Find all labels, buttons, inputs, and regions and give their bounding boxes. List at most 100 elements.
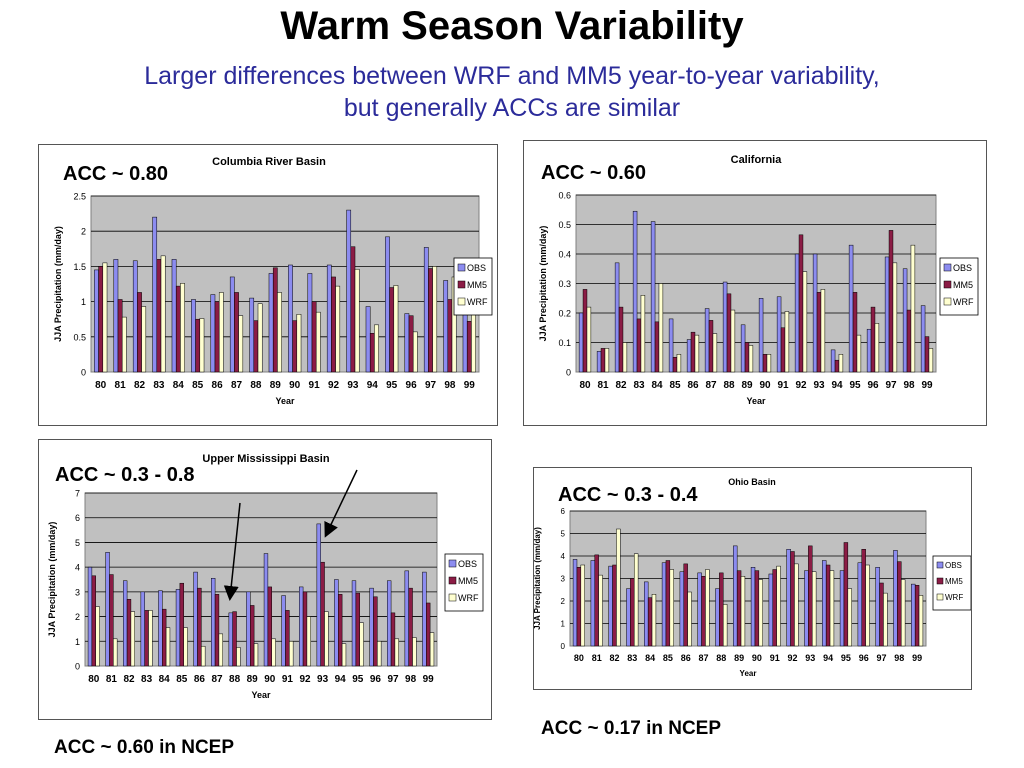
y-tick-label: 0.2 <box>558 309 571 319</box>
bar-wrf <box>784 311 790 373</box>
bar-wrf <box>829 570 835 647</box>
bar-mm5 <box>428 268 433 373</box>
y-tick-label: 4 <box>75 563 80 573</box>
y-tick-label: 0.1 <box>558 338 571 348</box>
bar-obs <box>786 549 791 647</box>
x-tick-label: 89 <box>734 653 744 663</box>
bar-wrf <box>811 571 817 647</box>
x-tick-label: 96 <box>859 653 869 663</box>
bar-obs <box>661 562 667 647</box>
bar-mm5 <box>582 289 588 373</box>
x-tick-label: 81 <box>115 380 127 391</box>
y-tick-label: 1 <box>561 620 566 629</box>
bar-mm5 <box>156 259 162 373</box>
x-tick-label: 83 <box>141 674 153 685</box>
bar-mm5 <box>798 234 804 373</box>
subtitle-line-2: but generally ACCs are similar <box>343 94 681 122</box>
x-tick-label: 99 <box>423 674 435 685</box>
x-tick-label: 97 <box>876 653 886 663</box>
bar-obs <box>722 281 728 373</box>
legend-swatch-wrf <box>936 593 944 601</box>
x-tick-label: 99 <box>464 380 476 391</box>
x-tick-label: 94 <box>831 380 843 391</box>
bar-wrf <box>586 306 592 373</box>
bar-wrf <box>651 594 657 647</box>
legend-swatch-wrf <box>448 593 457 602</box>
bar-obs <box>249 297 255 373</box>
chart-upper-mississippi: Upper Mississippi Basin 0 1 2 3 4 5 6 7 80 81 82 83 8… <box>47 453 484 700</box>
y-tick-label: 0 <box>75 662 80 672</box>
bar-mm5 <box>612 564 617 647</box>
acc-label-columbia: ACC ~ 0.80 <box>63 163 169 185</box>
bar-mm5 <box>109 574 114 667</box>
x-tick-label: 82 <box>123 674 135 685</box>
y-tick-label: 0.4 <box>558 250 571 260</box>
bar-wrf <box>633 553 639 647</box>
x-tick-label: 83 <box>627 653 637 663</box>
y-tick-label: 1 <box>81 297 86 307</box>
bar-mm5 <box>719 572 724 647</box>
bar-mm5 <box>808 545 813 647</box>
legend-swatch-mm5 <box>457 280 466 289</box>
bar-mm5 <box>408 315 414 373</box>
x-tick-label: 97 <box>425 380 437 391</box>
x-tick-label: 90 <box>264 674 276 685</box>
x-tick-label: 92 <box>299 674 311 685</box>
bar-wrf <box>471 313 476 373</box>
chart-columbia: Columbia River Basin 0 0.5 1 1.5 2 2.5 80 81 82 83… <box>53 156 493 406</box>
chart-title: Upper Mississippi Basin <box>202 453 329 465</box>
bar-wrf <box>289 641 294 667</box>
bar-obs <box>316 523 321 667</box>
y-tick-label: 1 <box>75 637 80 647</box>
bar-wrf <box>412 637 417 667</box>
x-tick-label: 80 <box>95 380 107 391</box>
bar-mm5 <box>879 582 884 647</box>
bar-obs <box>794 253 800 373</box>
x-tick-label: 95 <box>386 380 398 391</box>
legend-swatch-obs <box>936 561 944 569</box>
bar-mm5 <box>647 597 653 647</box>
bar-mm5 <box>654 321 660 373</box>
x-tick-label: 84 <box>651 380 663 391</box>
x-tick-label: 89 <box>741 380 753 391</box>
bar-mm5 <box>98 266 104 373</box>
bar-obs <box>346 209 352 373</box>
x-tick-label: 98 <box>894 653 904 663</box>
x-tick-label: 88 <box>716 653 726 663</box>
bar-obs <box>839 570 845 647</box>
bar-obs <box>210 294 216 373</box>
bar-obs <box>423 247 429 373</box>
y-tick-label: 4 <box>561 552 566 561</box>
bar-mm5 <box>117 299 123 373</box>
x-tick-label: 98 <box>903 380 915 391</box>
y-axis-label: JJA Precipitation (mm/day) <box>47 522 57 638</box>
bar-obs <box>697 572 702 647</box>
bar-mm5 <box>630 578 635 647</box>
bar-mm5 <box>701 576 706 647</box>
bar-wrf <box>856 334 862 373</box>
bar-mm5 <box>331 276 336 373</box>
x-tick-label: 87 <box>231 380 243 391</box>
bar-obs <box>715 588 720 647</box>
y-tick-label: 6 <box>75 513 80 523</box>
bar-obs <box>848 244 854 373</box>
bar-mm5 <box>914 585 920 647</box>
legend-label-obs: OBS <box>945 561 962 570</box>
bar-obs <box>288 264 293 373</box>
bar-wrf <box>604 348 610 373</box>
legend-swatch-mm5 <box>936 577 944 585</box>
bar-wrf <box>253 643 259 667</box>
bar-mm5 <box>825 564 831 647</box>
note-ncep-right: ACC ~ 0.17 in NCEP <box>541 718 722 739</box>
bar-obs <box>644 581 649 647</box>
bar-obs <box>228 612 233 667</box>
x-tick-label: 96 <box>406 380 418 391</box>
bar-wrf <box>766 354 772 373</box>
bar-wrf <box>113 638 118 667</box>
bar-wrf <box>306 616 311 667</box>
x-tick-label: 90 <box>289 380 301 391</box>
bar-wrf <box>694 334 700 373</box>
bar-mm5 <box>672 357 678 373</box>
bar-mm5 <box>175 285 181 373</box>
bar-obs <box>866 328 872 373</box>
